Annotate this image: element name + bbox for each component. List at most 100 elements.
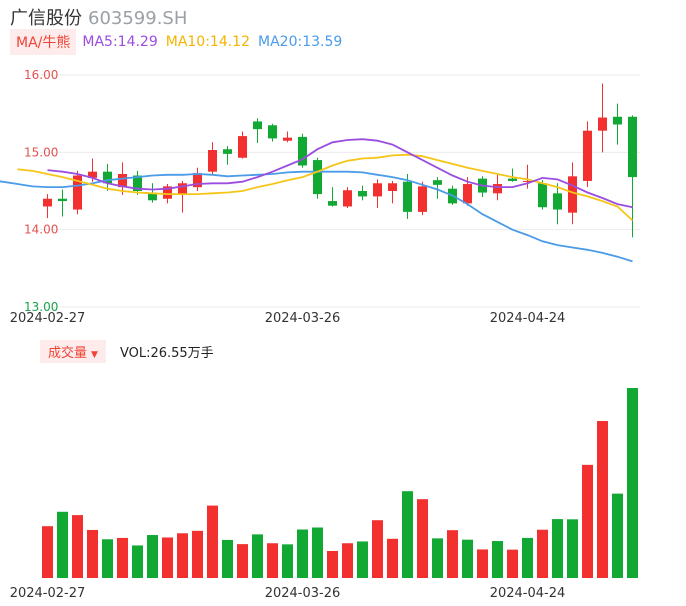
candle-body: [568, 176, 577, 213]
candle-body: [463, 184, 472, 204]
candle-body: [343, 190, 352, 207]
ma20-label: MA20:13.59: [258, 34, 343, 50]
candle-body: [583, 130, 592, 181]
y-tick-label: 14.00: [24, 223, 58, 237]
candle-body: [388, 183, 397, 191]
candle-body: [613, 116, 622, 125]
volume-value: VOL:26.55万手: [119, 345, 214, 361]
ma10-label: MA10:14.12: [165, 34, 251, 50]
y-tick-label: 15.00: [24, 145, 58, 159]
volume-bar: [462, 539, 473, 578]
volume-bar: [252, 534, 263, 578]
candle-body: [418, 186, 427, 212]
stock-name: 广信股份: [10, 8, 82, 29]
volume-bar: [117, 537, 128, 578]
x-tick-label: 2024-04-24: [490, 311, 566, 326]
x-tick-label: 2024-03-26: [265, 586, 341, 601]
candle-body: [433, 180, 442, 185]
candle-body: [328, 201, 337, 206]
y-tick-label: 16.00: [24, 68, 58, 82]
candle-body: [493, 184, 502, 194]
volume-indicator-selector[interactable]: 成交量 ▼: [40, 339, 106, 363]
volume-bar: [297, 529, 308, 578]
volume-legend: 成交量 ▼ VOL:26.55万手: [40, 339, 214, 363]
volume-bar: [282, 544, 293, 578]
candle-body: [208, 150, 217, 172]
ma-legend: MA/牛熊 MA5:14.29 MA10:14.12 MA20:13.59: [10, 29, 343, 55]
ma10-line: [17, 153, 634, 222]
volume-bar: [342, 543, 353, 578]
stock-title: 广信股份 603599.SH: [10, 4, 187, 30]
volume-bar: [162, 537, 173, 578]
volume-bar: [132, 545, 143, 578]
x-tick-label: 2024-04-24: [490, 586, 566, 601]
volume-bar: [612, 493, 623, 578]
volume-bar: [417, 499, 428, 578]
volume-bar: [582, 464, 593, 578]
candle-body: [223, 149, 232, 154]
volume-bar: [147, 535, 158, 578]
candle-body: [283, 137, 292, 141]
volume-bar: [87, 529, 98, 578]
stock-code: 603599.SH: [88, 8, 188, 29]
volume-bar: [507, 549, 518, 578]
volume-bar: [102, 539, 113, 578]
ma5-label: MA5:14.29: [82, 34, 158, 50]
volume-bar: [552, 519, 563, 578]
volume-bar: [492, 541, 503, 578]
candle-body: [358, 191, 367, 197]
volume-bar: [72, 515, 83, 578]
volume-bar: [432, 538, 443, 578]
volume-bar: [387, 538, 398, 578]
x-tick-label: 2024-03-26: [265, 311, 341, 326]
volume-bar: [207, 505, 218, 578]
candle-body: [598, 117, 607, 131]
volume-bar: [267, 543, 278, 578]
ma20-line: [0, 170, 633, 263]
volume-bar: [627, 388, 638, 578]
candle-body: [73, 175, 82, 210]
volume-bar: [597, 420, 608, 578]
candle-body: [133, 175, 142, 191]
volume-bar: [477, 549, 488, 578]
y-tick-label: 13.00: [24, 300, 58, 314]
candle-body: [58, 198, 67, 202]
candle-body: [313, 160, 322, 195]
volume-bar: [222, 539, 233, 578]
candle-body: [538, 183, 547, 208]
volume-bar: [372, 520, 383, 578]
volume-bar: [357, 541, 368, 578]
x-tick-label: 2024-02-27: [10, 586, 86, 601]
volume-bar: [402, 491, 413, 578]
volume-bar: [42, 526, 53, 578]
candle-body: [238, 136, 247, 158]
volume-bar: [312, 527, 323, 578]
candle-body: [163, 186, 172, 199]
candle-body: [253, 121, 262, 130]
candle-body: [373, 183, 382, 197]
volume-bar: [327, 550, 338, 578]
volume-bar: [522, 537, 533, 578]
caret-down-icon: ▼: [91, 349, 98, 360]
candle-body: [553, 193, 562, 210]
candle-body: [298, 136, 307, 166]
x-tick-label: 2024-02-27: [10, 311, 86, 326]
candle-body: [508, 178, 517, 181]
ma5-line: [47, 138, 633, 209]
volume-bar: [447, 530, 458, 578]
volume-bar: [57, 511, 68, 578]
candle-body: [88, 171, 97, 178]
candle-body: [193, 173, 202, 188]
candle-body: [43, 198, 52, 207]
volume-bar: [567, 519, 578, 578]
volume-tag-label: 成交量: [48, 345, 88, 361]
candle-body: [103, 171, 112, 184]
candle-body: [403, 181, 412, 212]
candle-body: [523, 180, 532, 182]
ma-indicator-selector[interactable]: MA/牛熊: [10, 29, 77, 55]
volume-bar: [537, 529, 548, 578]
candle-body: [628, 116, 637, 178]
candle-body: [268, 125, 277, 139]
candle-body: [148, 192, 157, 201]
